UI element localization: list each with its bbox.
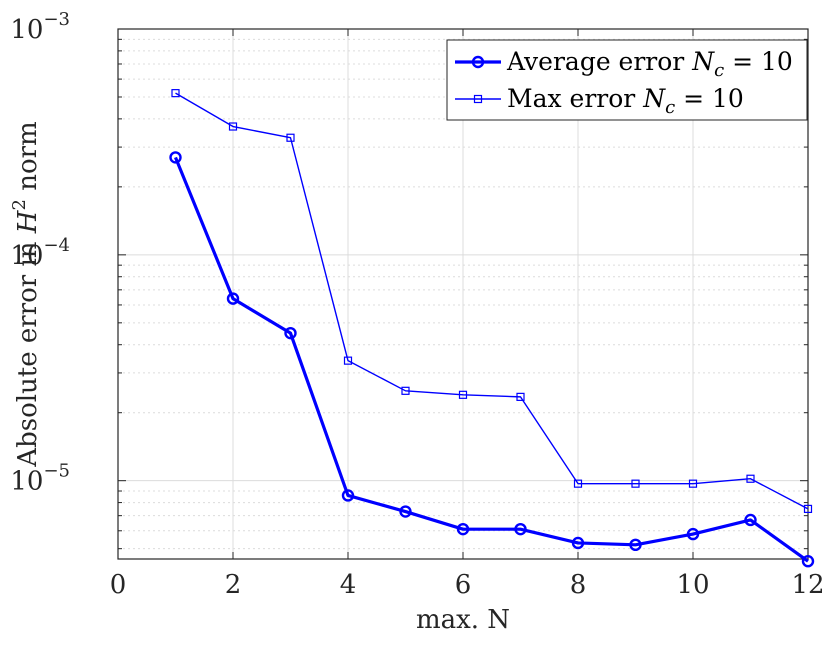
data-point (401, 386, 410, 395)
x-tick-label-text: 2 (225, 570, 242, 600)
data-point (514, 522, 527, 536)
legend-label-prefix: Max error (507, 84, 643, 113)
x-tick-label: 0 (110, 570, 127, 600)
series-1 (169, 151, 815, 568)
x-tick-label-text: 10 (676, 570, 709, 600)
data-point (343, 356, 353, 365)
x-tick-label-text: 6 (455, 570, 472, 600)
legend-label-var: N (642, 84, 666, 113)
x-tick-label-text: 4 (340, 570, 357, 600)
data-point (171, 89, 180, 98)
legend-label-sub: c (714, 60, 724, 81)
data-point (286, 133, 295, 142)
x-tick-label: 8 (570, 570, 587, 600)
legend-label-sub: c (665, 97, 675, 118)
legend-swatch-marker (471, 55, 485, 69)
series-line (174, 156, 809, 563)
data-point (629, 538, 642, 552)
data-point (228, 122, 238, 131)
x-tick-label: 12 (791, 570, 824, 600)
data-point (803, 504, 813, 513)
x-tick-label: 10 (676, 570, 709, 600)
data-point (284, 326, 297, 340)
y-axis-title-var: H (13, 209, 43, 234)
y-tick-label: 10−4 (10, 235, 70, 271)
data-point (746, 474, 755, 483)
data-point (631, 479, 640, 488)
x-axis-title: max. N (416, 605, 510, 635)
y-tick-label-exp: −3 (43, 9, 70, 30)
data-point (571, 536, 585, 550)
legend-label: Max error Nc = 10 (507, 84, 744, 118)
data-point (801, 555, 815, 568)
legend-label-var: N (691, 47, 715, 76)
legend-label-suffix: = 10 (675, 84, 744, 113)
data-point (516, 392, 525, 401)
legend-box (446, 39, 808, 121)
data-point (744, 513, 757, 527)
series-layer (169, 89, 815, 568)
x-tick-label: 6 (455, 570, 472, 600)
x-tick-label: 4 (340, 570, 357, 600)
y-tick-label-exp: −4 (43, 235, 70, 256)
legend-entry: Average error Nc = 10 (455, 47, 793, 81)
data-point (573, 479, 583, 488)
data-point (169, 151, 182, 164)
x-tick-label-text: 12 (791, 570, 824, 600)
data-point (226, 292, 240, 305)
x-tick-label-text: 8 (570, 570, 587, 600)
y-axis-title-sup: 2 (9, 199, 30, 210)
y-axis-title-prefix: Absolute error in (13, 233, 43, 468)
series-2 (171, 89, 813, 513)
data-point (456, 522, 470, 536)
y-tick-label: 10−3 (10, 9, 70, 45)
series-line (175, 92, 809, 510)
legend-label-suffix: = 10 (724, 47, 793, 76)
data-point (399, 505, 412, 518)
x-tick-label: 2 (225, 570, 242, 600)
x-tick-label-text: 0 (110, 570, 127, 600)
data-point (688, 479, 698, 488)
legend-swatch-marker (473, 94, 483, 104)
y-tick-label-exp: −5 (43, 461, 70, 482)
y-axis-title: Absolute error in H2 norm (9, 121, 43, 467)
data-point (458, 390, 468, 399)
data-point (686, 527, 700, 541)
y-axis-title-suffix: norm (13, 121, 43, 199)
legend-label-prefix: Average error (506, 47, 692, 76)
y-tick-label-base: 10 (10, 241, 43, 271)
y-tick-label-base: 10 (10, 467, 43, 497)
data-point (341, 489, 355, 502)
y-tick-label-base: 10 (10, 15, 43, 45)
y-tick-label: 10−5 (10, 461, 70, 497)
legend-label: Average error Nc = 10 (506, 47, 793, 81)
legend-entry: Max error Nc = 10 (455, 84, 744, 118)
